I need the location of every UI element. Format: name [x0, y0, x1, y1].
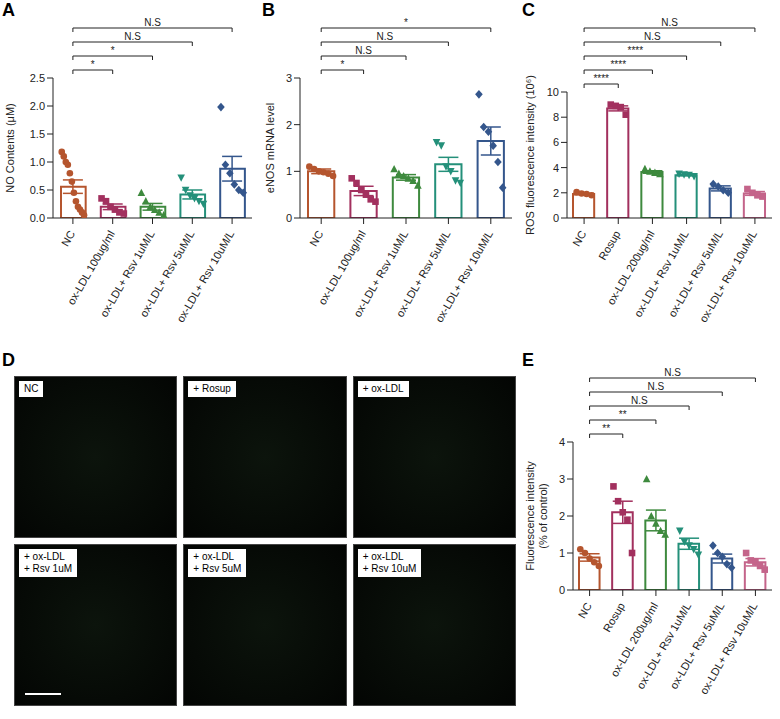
svg-text:NO Contents (μM): NO Contents (μM) [4, 103, 16, 192]
html-text:B: B [262, 0, 275, 20]
svg-text:(% of control): (% of control) [537, 483, 549, 548]
svg-text:2: 2 [559, 510, 565, 522]
html-text:+ ox-LDL: + ox-LDL [24, 551, 65, 562]
html-text:+ Rsv 5uM: + Rsv 5uM [193, 563, 242, 574]
svg-text:NC: NC [59, 228, 77, 248]
svg-text:2.5: 2.5 [30, 72, 45, 84]
svg-text:****: **** [610, 59, 626, 70]
svg-text:ox-LDL+ Rsv 5uM/L: ox-LDL+ Rsv 5uM/L [665, 228, 725, 319]
svg-text:ROS fluorescence intensity (10: ROS fluorescence intensity (10⁶) [524, 75, 536, 235]
svg-text:N.S: N.S [144, 17, 161, 28]
svg-text:ox-LDL+ Rsv 1uM/L: ox-LDL+ Rsv 1uM/L [97, 228, 157, 319]
html-text:E: E [522, 350, 534, 370]
svg-text:N.S: N.S [661, 17, 678, 28]
svg-text:2.0: 2.0 [30, 100, 45, 112]
svg-text:N.S: N.S [664, 367, 681, 378]
svg-text:**: ** [619, 409, 627, 420]
svg-text:ox-LDL 100ug/ml: ox-LDL 100ug/ml [316, 228, 368, 306]
svg-text:0: 0 [286, 212, 292, 224]
svg-text:N.S: N.S [644, 31, 661, 42]
svg-text:8: 8 [553, 111, 559, 123]
svg-text:*: * [404, 17, 408, 28]
svg-text:3: 3 [286, 72, 292, 84]
html-text:+ Rosup: + Rosup [193, 383, 231, 394]
html-text:+ ox-LDL: + ox-LDL [362, 383, 404, 394]
svg-text:NC: NC [575, 600, 593, 620]
html-text:A: A [2, 0, 15, 20]
svg-text:ox-LDL+ Rsv 1uM/L: ox-LDL+ Rsv 1uM/L [351, 228, 411, 319]
html-text:+ Rsv 1uM: + Rsv 1uM [24, 563, 73, 574]
svg-text:N.S: N.S [631, 395, 648, 406]
svg-text:*: * [340, 59, 344, 70]
svg-text:10: 10 [547, 86, 559, 98]
svg-text:1.0: 1.0 [30, 156, 45, 168]
svg-text:6: 6 [553, 136, 559, 148]
svg-text:Rosup: Rosup [596, 228, 622, 262]
svg-text:N.S: N.S [648, 381, 665, 392]
svg-text:**: ** [602, 423, 610, 434]
svg-text:*: * [91, 59, 95, 70]
svg-text:1: 1 [286, 165, 292, 177]
html-text:D: D [2, 350, 15, 370]
svg-text:4: 4 [559, 436, 565, 448]
svg-text:N.S: N.S [124, 31, 141, 42]
svg-text:NC: NC [570, 228, 588, 248]
svg-text:NC: NC [307, 228, 325, 248]
html-text:NC: NC [24, 383, 39, 394]
svg-text:ox-LDL 200ug/ml: ox-LDL 200ug/ml [604, 228, 657, 307]
svg-text:0.0: 0.0 [30, 212, 45, 224]
svg-text:ox-LDL 200ug/ml: ox-LDL 200ug/ml [608, 600, 661, 679]
svg-text:0: 0 [559, 584, 565, 596]
svg-text:ox-LDL+ Rsv 5uM/L: ox-LDL+ Rsv 5uM/L [137, 228, 197, 319]
svg-text:ox-LDL+ Rsv 5uM/L: ox-LDL+ Rsv 5uM/L [393, 228, 453, 319]
svg-text:N.S: N.S [355, 45, 372, 56]
svg-text:eNOS mRNA level: eNOS mRNA level [264, 103, 276, 193]
svg-text:4: 4 [553, 162, 559, 174]
svg-text:ox-LDL+ Rsv 10uM/L: ox-LDL+ Rsv 10uM/L [697, 228, 759, 324]
svg-text:0: 0 [553, 212, 559, 224]
svg-text:Fluorescence intensity: Fluorescence intensity [524, 461, 536, 571]
svg-text:ox-LDL+ Rsv 5uM/L: ox-LDL+ Rsv 5uM/L [667, 600, 727, 691]
svg-text:*: * [111, 45, 115, 56]
svg-text:****: **** [628, 45, 644, 56]
svg-text:ox-LDL+ Rsv 10uM/L: ox-LDL+ Rsv 10uM/L [174, 228, 236, 324]
svg-text:3: 3 [559, 473, 565, 485]
svg-text:N.S: N.S [376, 31, 393, 42]
svg-text:1: 1 [559, 547, 565, 559]
svg-text:2: 2 [553, 187, 559, 199]
svg-text:ox-LDL+ Rsv 10uM/L: ox-LDL+ Rsv 10uM/L [433, 228, 495, 324]
html-text:C: C [522, 0, 535, 20]
svg-text:****: **** [593, 73, 609, 84]
svg-text:ox-LDL+ Rsv 1uM/L: ox-LDL+ Rsv 1uM/L [631, 228, 691, 319]
svg-text:1.5: 1.5 [30, 128, 45, 140]
html-text:+ ox-LDL: + ox-LDL [193, 551, 235, 562]
svg-text:ox-LDL+ Rsv 1uM/L: ox-LDL+ Rsv 1uM/L [634, 600, 694, 691]
svg-text:0.5: 0.5 [30, 184, 45, 196]
svg-text:Rosup: Rosup [601, 600, 627, 634]
html-text:+ ox-LDL: + ox-LDL [362, 551, 404, 562]
html-text:+ Rsv 10uM: + Rsv 10uM [362, 563, 417, 574]
svg-text:ox-LDL+ Rsv 10uM/L: ox-LDL+ Rsv 10uM/L [697, 600, 759, 696]
svg-text:2: 2 [286, 119, 292, 131]
svg-text:ox-LDL 100ug/ml: ox-LDL 100ug/ml [64, 228, 117, 307]
